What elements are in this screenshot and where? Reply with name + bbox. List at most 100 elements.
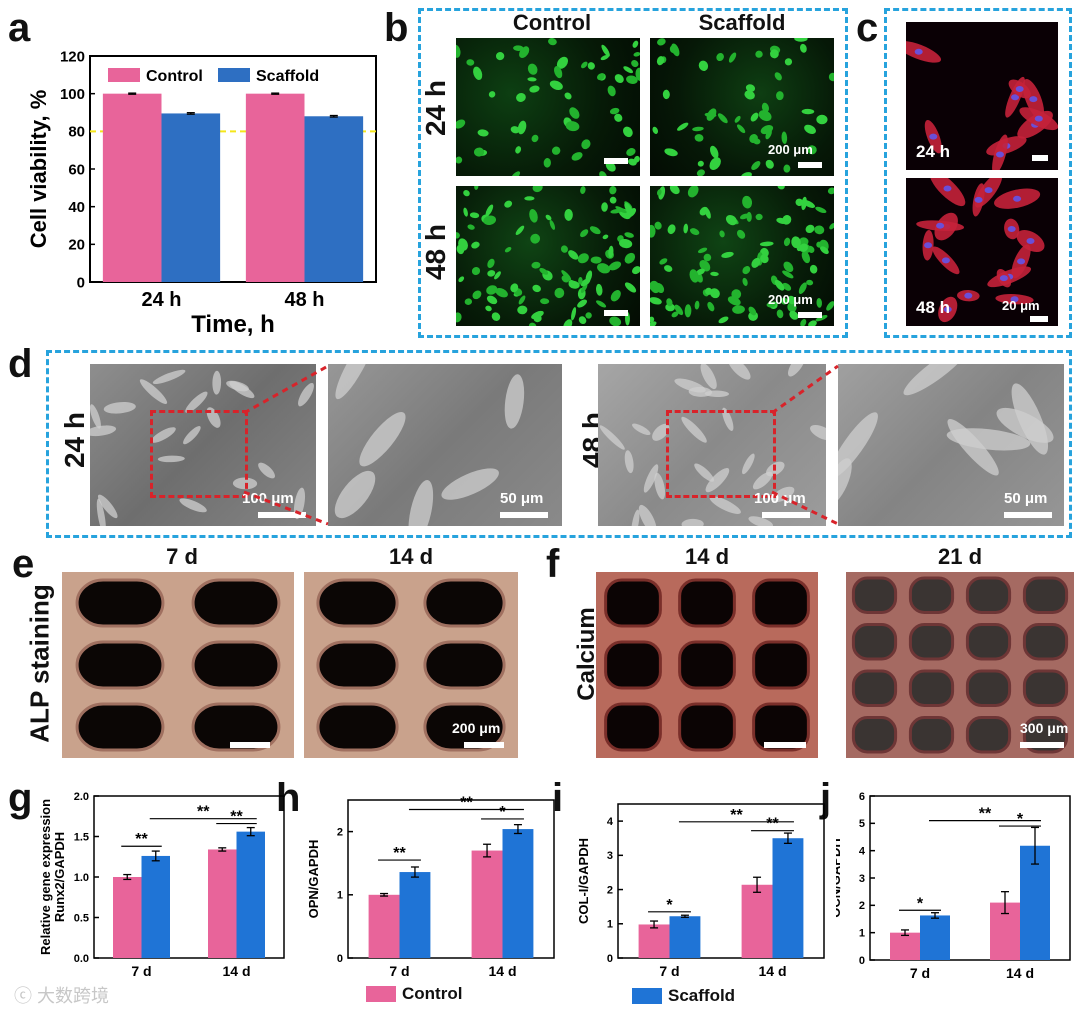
- cell: [602, 234, 609, 240]
- bar: [772, 838, 804, 958]
- y-tick-label: 3: [607, 850, 613, 862]
- cell: [810, 424, 826, 441]
- cell: [458, 238, 468, 251]
- cell: [677, 122, 689, 131]
- y-axis-label: COL-I/GAPDH: [576, 838, 591, 924]
- cell: [746, 211, 752, 222]
- cell: [809, 264, 818, 274]
- cell: [751, 257, 761, 268]
- cell: [1011, 383, 1049, 455]
- cell: [814, 225, 825, 235]
- cell: [703, 253, 712, 262]
- cell: [469, 212, 480, 219]
- cell: [816, 297, 822, 308]
- cell: [794, 38, 808, 42]
- cell: [103, 402, 136, 414]
- legend-label: Scaffold: [256, 68, 319, 85]
- y-tick-label: 2: [859, 900, 865, 912]
- cell: [477, 129, 489, 137]
- cell: [486, 295, 498, 305]
- cell: [798, 282, 807, 295]
- cell: [635, 67, 640, 82]
- nucleus: [943, 185, 952, 192]
- bar: [1020, 845, 1050, 960]
- lattice-pore: [965, 669, 1012, 707]
- cell: [563, 319, 573, 326]
- nucleus: [936, 222, 945, 229]
- chart-g: 0.0 0.5 1.0 1.5 2.0 7 d 14 d ** ** ** Relative gen…: [38, 791, 285, 979]
- cell: [684, 304, 692, 318]
- lattice-pore: [191, 640, 281, 690]
- fluorescence-image-scaffold-24h: 200 μm: [650, 38, 834, 176]
- cell: [577, 253, 589, 264]
- cell: [580, 278, 591, 287]
- lattice-pore: [678, 640, 736, 690]
- cell: [587, 62, 595, 70]
- cell: [511, 171, 521, 176]
- cell: [657, 38, 666, 46]
- cell: [529, 209, 538, 223]
- cell: [608, 261, 622, 271]
- cell: [580, 186, 586, 195]
- bar: [638, 924, 670, 958]
- cell: [531, 261, 541, 269]
- legend-label: Control: [146, 68, 203, 85]
- cell: [298, 382, 314, 407]
- panel-label-f: f: [546, 542, 560, 586]
- cell: [533, 314, 542, 323]
- cell: [626, 208, 637, 218]
- nucleus: [1029, 96, 1038, 103]
- panel-b-frame: [418, 8, 848, 338]
- panel-label-a: a: [8, 6, 31, 50]
- legend-swatch: [218, 68, 250, 82]
- cell: [590, 256, 602, 264]
- cell: [179, 498, 207, 513]
- x-axis-label: Time, h: [191, 311, 275, 338]
- legend-swatch: [108, 68, 140, 82]
- cell: [654, 221, 662, 230]
- cell: [631, 60, 639, 68]
- cell: [947, 419, 999, 476]
- y-tick-label: 1: [337, 890, 343, 902]
- cell: [667, 224, 676, 235]
- time-label: 48 h: [916, 298, 951, 317]
- y-tick-label: 1.0: [74, 872, 89, 884]
- x-tick-label: 7 d: [910, 965, 930, 981]
- y-tick-label: 0: [77, 274, 85, 291]
- bar: [102, 93, 162, 282]
- cell: [624, 252, 636, 264]
- cell: [827, 187, 834, 195]
- cell: [152, 369, 186, 385]
- bar: [208, 849, 237, 958]
- cell: [801, 250, 811, 264]
- cell: [568, 280, 580, 289]
- scale-label: 200 μm: [452, 720, 501, 736]
- y-tick-label: 1: [607, 919, 613, 931]
- cell: [408, 480, 434, 526]
- cell: [359, 412, 406, 467]
- cell: [725, 214, 737, 226]
- cell: [226, 380, 249, 392]
- lattice-pore: [752, 702, 810, 752]
- x-tick-label: 48 h: [284, 289, 324, 311]
- cell: [626, 75, 638, 84]
- cell: [565, 121, 580, 132]
- scaffold-lattice: [304, 572, 518, 758]
- cell: [596, 73, 605, 81]
- cell: [789, 310, 799, 320]
- watermark: ⓒ 大数跨境: [14, 982, 109, 1008]
- cell: [551, 146, 561, 155]
- cell: [662, 89, 670, 100]
- cell: [791, 236, 801, 249]
- cell: [719, 230, 725, 238]
- cell: [787, 295, 796, 305]
- cell: [441, 468, 499, 500]
- plot-frame: [347, 799, 555, 959]
- cell: [771, 486, 795, 503]
- y-tick-label: 1: [859, 928, 865, 940]
- cell: [774, 279, 785, 291]
- cell: [795, 198, 803, 207]
- bar: [741, 884, 773, 958]
- y-tick-label: 0: [607, 953, 613, 965]
- cell: [619, 238, 633, 249]
